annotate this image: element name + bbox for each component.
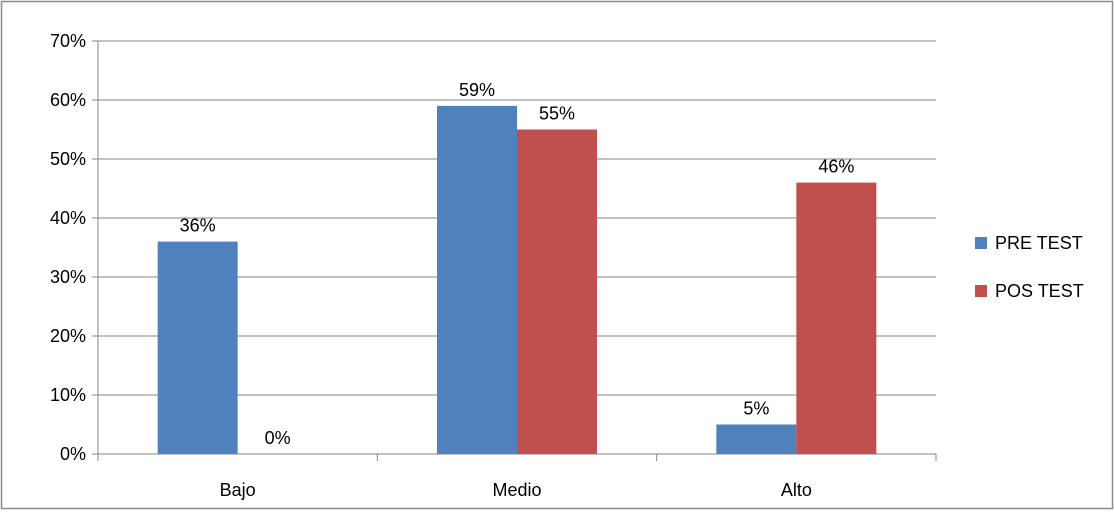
bar-pos-test [517, 129, 597, 454]
x-tick-label: Bajo [220, 480, 256, 500]
data-label: 46% [818, 157, 854, 177]
x-tick-label: Alto [781, 480, 812, 500]
bars [157, 105, 877, 455]
data-label: 36% [180, 216, 216, 236]
bar-pre-test [716, 424, 797, 454]
x-tick-label: Medio [492, 480, 541, 500]
data-label: 59% [459, 80, 495, 100]
y-tick-label: 10% [50, 385, 86, 405]
y-tick-label: 50% [50, 149, 86, 169]
legend-label: POS TEST [995, 281, 1084, 301]
y-tick-label: 30% [50, 267, 86, 287]
bar-pos-test [796, 182, 877, 454]
data-label: 55% [539, 104, 575, 124]
legend-label: PRE TEST [995, 233, 1083, 253]
data-label: 5% [743, 399, 769, 419]
legend: PRE TEST POS TEST [975, 233, 1084, 301]
data-label: 0% [265, 428, 291, 448]
y-tick-label: 70% [50, 31, 86, 51]
y-tick-label: 40% [50, 208, 86, 228]
y-tick-label: 0% [60, 444, 86, 464]
y-tick-label: 60% [50, 90, 86, 110]
legend-swatch [975, 237, 987, 249]
bar-pre-test [437, 105, 517, 455]
bar-pre-test [157, 241, 238, 454]
axes: 0% 10% 20% 30% 40% 50% 60% 70% Bajo Medio Alto [50, 31, 937, 500]
y-tick-label: 20% [50, 326, 86, 346]
data-labels: 36% 0% 59% 55% 5% 46% [180, 80, 855, 448]
legend-swatch [975, 285, 987, 297]
